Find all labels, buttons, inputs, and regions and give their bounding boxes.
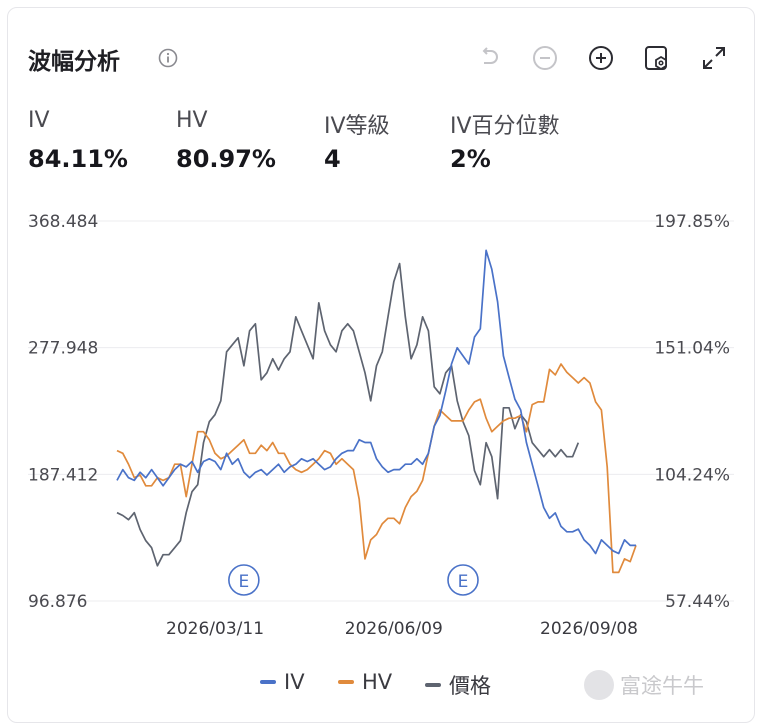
y-tick-label-left: 277.948	[28, 339, 98, 359]
stat-label-iv-rank: IV等級	[324, 114, 390, 139]
watermark-logo-icon	[584, 670, 614, 700]
y-tick-label-right: 104.24%	[654, 465, 730, 485]
series-line-hv	[116, 363, 637, 574]
watermark: 富途牛牛	[584, 670, 704, 700]
settings-icon[interactable]	[644, 45, 670, 71]
legend-swatch-iv	[260, 680, 276, 684]
series-line-price	[116, 262, 580, 567]
legend-label-hv: HV	[362, 670, 393, 694]
stat-value-iv-percentile: 2%	[450, 145, 491, 173]
info-icon[interactable]	[158, 48, 178, 68]
legend-label-price: 價格	[449, 674, 491, 698]
series-line-iv	[116, 249, 636, 555]
volatility-card	[7, 7, 755, 723]
stat-value-iv: 84.11%	[28, 145, 128, 173]
y-tick-label-right: 151.04%	[654, 339, 730, 359]
fullscreen-icon[interactable]	[701, 45, 727, 71]
stat-label-hv: HV	[176, 108, 208, 133]
undo-icon[interactable]	[476, 45, 502, 71]
legend-swatch-hv	[338, 680, 354, 684]
stat-label-iv: IV	[28, 108, 50, 133]
y-tick-label-left: 368.484	[28, 212, 98, 232]
legend-swatch-price	[425, 683, 441, 687]
stat-value-iv-rank: 4	[324, 145, 341, 173]
zoom-in-icon[interactable]	[588, 45, 614, 71]
x-tick-label: 2026/09/08	[540, 619, 638, 639]
volatility-chart[interactable]: 368.484 197.85% 277.948 151.04% 187.412 104.2…	[0, 0, 762, 650]
page-title: 波幅分析	[28, 49, 120, 75]
y-tick-label-left: 187.412	[28, 465, 98, 485]
earnings-event-label: E	[238, 572, 249, 592]
watermark-text: 富途牛牛	[620, 674, 704, 698]
y-tick-label-right: 57.44%	[665, 592, 730, 612]
legend-item-iv[interactable]: IV	[260, 670, 305, 694]
earnings-event-label: E	[458, 572, 469, 592]
zoom-out-icon[interactable]	[532, 45, 558, 71]
legend-item-price[interactable]: 價格	[425, 670, 491, 700]
earnings-event-marker	[447, 564, 479, 596]
legend-item-hv[interactable]: HV	[338, 670, 392, 694]
y-tick-label-left: 96.876	[28, 592, 87, 612]
stat-value-hv: 80.97%	[176, 145, 276, 173]
x-tick-label: 2026/03/11	[166, 619, 264, 639]
stat-label-iv-percentile: IV百分位數	[450, 114, 560, 139]
y-tick-label-right: 197.85%	[654, 212, 730, 232]
earnings-event-marker	[228, 564, 260, 596]
legend-label-iv: IV	[284, 670, 305, 694]
x-tick-label: 2026/06/09	[345, 619, 443, 639]
